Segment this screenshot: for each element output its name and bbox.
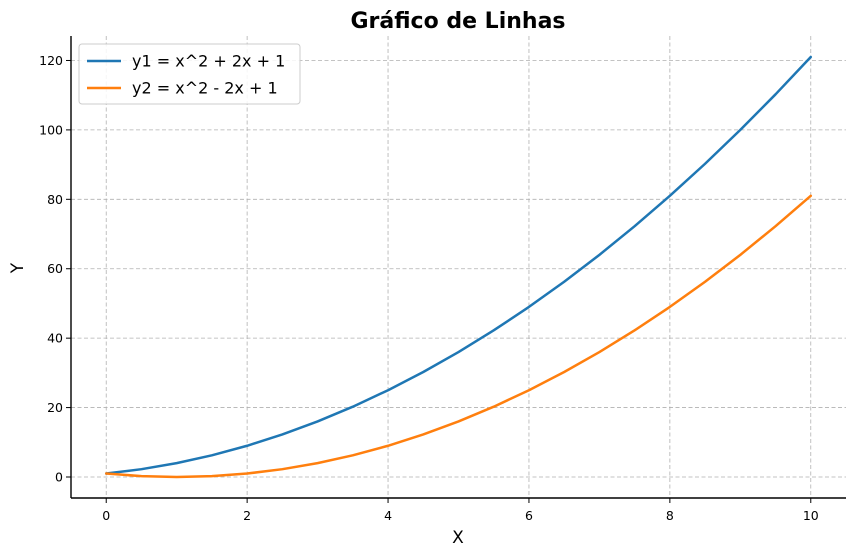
y-tick-label: 0 (55, 470, 63, 485)
x-tick-label: 8 (666, 508, 674, 523)
y-axis-label: Y (8, 262, 28, 274)
y-tick-label: 20 (47, 400, 63, 415)
legend-box (78, 43, 301, 105)
series-line-2 (104, 194, 813, 479)
y-tick-label: 40 (47, 331, 63, 346)
y-tick-label: 80 (47, 192, 63, 207)
x-tick-label: 4 (384, 508, 392, 523)
grid (71, 36, 846, 498)
legend-entry: y2 = x^2 - 2x + 1 (132, 79, 278, 98)
y-tick-label: 120 (39, 53, 63, 68)
x-tick-label: 6 (525, 508, 533, 523)
y-tick-label: 100 (39, 122, 63, 137)
series-line-1 (104, 55, 813, 475)
series-lines (104, 55, 813, 479)
legend: y1 = x^2 + 2x + 1 y2 = x^2 - 2x + 1 (78, 43, 301, 105)
x-tick-label: 10 (803, 508, 819, 523)
x-tick-label: 2 (243, 508, 251, 523)
x-axis-label: X (452, 528, 464, 548)
y-tick-label: 60 (47, 261, 63, 276)
axes (66, 36, 846, 503)
chart-title: Gráfico de Linhas (350, 9, 565, 34)
legend-entry: y1 = x^2 + 2x + 1 (132, 52, 285, 71)
x-tick-label: 0 (102, 508, 110, 523)
